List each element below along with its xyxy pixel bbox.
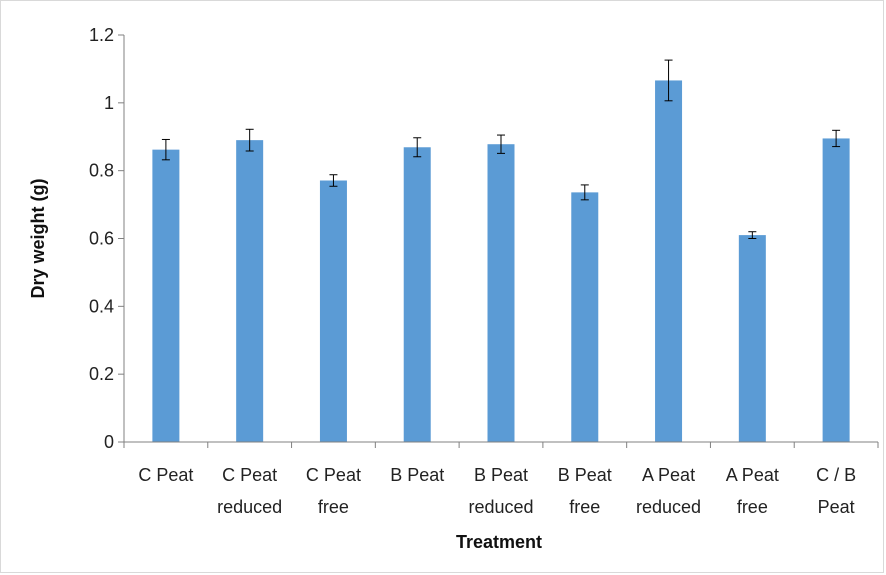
y-tick-label: 0.2 — [89, 364, 114, 384]
x-tick-label: C Peat — [222, 465, 277, 485]
x-tick-label: Peat — [818, 497, 855, 517]
error-bar — [245, 128, 254, 152]
x-tick-label: A Peat — [642, 465, 695, 485]
y-tick-label: 0.6 — [89, 229, 114, 249]
x-tick-label: free — [318, 497, 349, 517]
x-tick-label: reduced — [217, 497, 282, 517]
bar — [236, 140, 264, 442]
y-tick-label: 0.4 — [89, 296, 114, 316]
x-axis-title: Treatment — [456, 532, 542, 552]
x-tick-label: free — [569, 497, 600, 517]
y-tick-label: 0 — [104, 432, 114, 452]
bar — [319, 180, 347, 442]
error-bar — [329, 174, 338, 187]
y-tick-label: 1.2 — [89, 25, 114, 45]
x-tick-label: C / B — [816, 465, 856, 485]
error-bar — [664, 59, 673, 102]
y-axis-ticks: 0 0.2 0.4 0.6 0.8 1 1.2 — [89, 25, 124, 452]
error-bar — [748, 231, 757, 239]
y-tick-label: 1 — [104, 93, 114, 113]
bar — [571, 192, 599, 442]
bar — [152, 149, 180, 442]
x-tick-label: A Peat — [726, 465, 779, 485]
bar — [738, 235, 766, 442]
x-tick-label: B Peat — [390, 465, 444, 485]
x-tick-label: C Peat — [306, 465, 361, 485]
bar — [822, 138, 850, 442]
x-tick-label: B Peat — [558, 465, 612, 485]
x-tick-label: C Peat — [138, 465, 193, 485]
x-tick-label: free — [737, 497, 768, 517]
bars — [152, 59, 850, 442]
bar — [487, 144, 515, 442]
x-axis-ticks: C Peat C Peat reduced C Peat free B Peat B Pea… — [123, 442, 879, 517]
y-axis-title: Dry weight (g) — [28, 178, 48, 298]
x-tick-label: reduced — [636, 497, 701, 517]
error-bar — [580, 184, 589, 201]
bar — [403, 147, 431, 442]
y-tick-label: 0.8 — [89, 161, 114, 181]
x-tick-label: B Peat — [474, 465, 528, 485]
error-bar — [161, 138, 170, 161]
error-bar — [413, 137, 422, 158]
bar — [655, 80, 683, 442]
x-tick-label: reduced — [468, 497, 533, 517]
error-bar — [832, 129, 841, 148]
error-bar — [497, 134, 505, 154]
